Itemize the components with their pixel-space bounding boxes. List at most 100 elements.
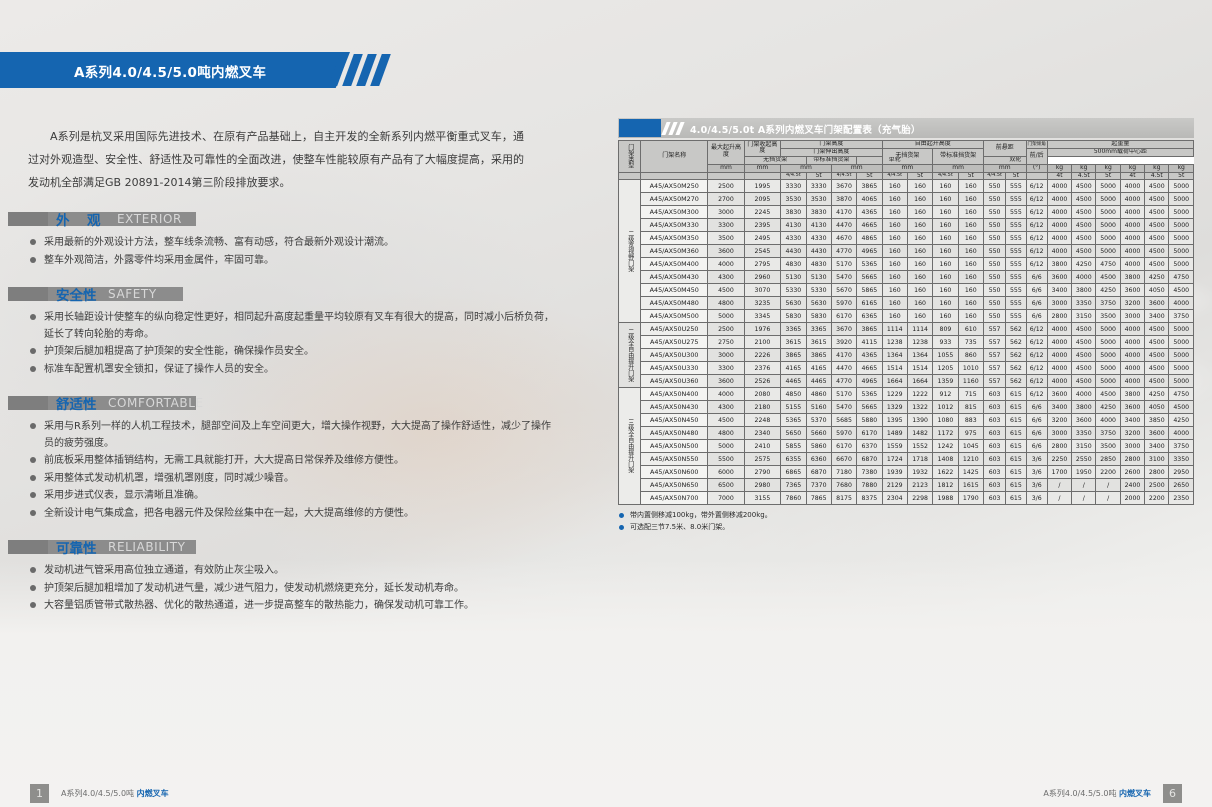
cell-max-lift: 5500 [707, 452, 745, 467]
cell-fl-noguard-445: 160 [881, 192, 908, 207]
footer-text-left-plain: A系列4.0/4.5/5.0吨 [61, 789, 137, 798]
cell-fl-noguard-445: 1114 [881, 322, 908, 337]
cell-front-445: 603 [982, 491, 1007, 506]
cell-mh-noguard-445: 5130 [780, 270, 807, 285]
tonnage-cap-s5: 5t [1095, 171, 1121, 181]
table-row: A45/AX50N500 5000 2410 5855 5860 6170 6370 1559… [619, 439, 1194, 454]
table-row: A45/AX50N650 6500 2980 7365 7370 7680 7880 2129… [619, 478, 1194, 493]
cell-cap-s-45: 4500 [1071, 335, 1097, 350]
list-item-text: 采用整体式发动机机罩，增强机罩刚度，同时减少噪音。 [44, 472, 294, 484]
cell-cap-d-45: 4500 [1144, 179, 1170, 194]
cell-fl-noguard-5: 1664 [906, 374, 934, 389]
cell-front-445: 557 [982, 348, 1007, 363]
th-capacity: 起重量 [1046, 140, 1195, 149]
cell-cap-d-5: 3750 [1168, 439, 1194, 454]
cell-fl-noguard-445: 160 [881, 283, 908, 298]
cell-mh-noguard-445: 7365 [780, 478, 807, 493]
cell-fl-noguard-445: 1559 [881, 439, 908, 454]
cell-fl-noguard-5: 160 [906, 309, 934, 324]
th-front-overhang: 前悬距 [982, 140, 1027, 157]
cell-cap-s-5: 2850 [1095, 452, 1121, 467]
list-item-text: 标准车配置机罩安全锁扣，保证了操作人员的安全。 [44, 363, 274, 375]
cell-cap-d-4: 4000 [1119, 374, 1146, 389]
cell-fl-guard-5: 1160 [957, 374, 984, 389]
cell-max-lift: 4300 [707, 400, 745, 415]
tonnage-mh-g-445: 4/4.5t [830, 171, 858, 181]
cell-mh-guard-445: 6170 [830, 439, 858, 454]
cell-fl-noguard-445: 1395 [881, 413, 908, 428]
cell-mh-noguard-445: 3365 [780, 322, 807, 337]
bullet-dot-icon [30, 474, 36, 481]
cell-mh-guard-5: 4115 [856, 335, 883, 350]
cell-mh-guard-5: 4365 [856, 205, 883, 220]
section-header-exterior: 外 观 EXTERIOR [0, 210, 560, 229]
cell-max-lift: 7000 [707, 491, 745, 506]
cell-cap-s-5: 5000 [1095, 231, 1121, 246]
cell-cap-s-4: 3600 [1046, 387, 1073, 402]
tonnage-cap-d5: 5t [1168, 171, 1194, 181]
cell-front-5: 562 [1005, 374, 1027, 389]
cell-mh-noguard-5: 5830 [805, 309, 832, 324]
cell-front-5: 562 [1005, 322, 1027, 337]
cell-fl-guard-445: 1080 [932, 413, 959, 428]
cell-mh-guard-445: 4470 [830, 361, 858, 376]
cell-cap-d-5: 2950 [1168, 465, 1194, 480]
cell-fl-guard-5: 160 [957, 309, 984, 324]
section-title-cn: 安全性 [56, 288, 97, 305]
cell-cap-s-4: 4000 [1046, 322, 1073, 337]
cell-cap-s-5: 5000 [1095, 335, 1121, 350]
cell-cap-s-4: 4000 [1046, 348, 1073, 363]
cell-fl-guard-445: 160 [932, 205, 959, 220]
th-mast-noguard: 无挡货架 [743, 155, 807, 165]
cell-max-lift: 4800 [707, 426, 745, 441]
cell-front-445: 550 [982, 270, 1007, 285]
bullet-dot-icon [30, 457, 36, 464]
cell-fl-noguard-5: 1364 [906, 348, 934, 363]
cell-fl-noguard-5: 1718 [906, 452, 934, 467]
cell-mh-guard-445: 5970 [830, 426, 858, 441]
cell-fl-guard-5: 160 [957, 257, 984, 272]
cell-cap-d-5: 5000 [1168, 348, 1194, 363]
cell-mh-guard-445: 5470 [830, 270, 858, 285]
cell-tilt: 6/6 [1025, 309, 1048, 324]
cell-tilt: 6/12 [1025, 231, 1048, 246]
cell-max-lift: 4500 [707, 413, 745, 428]
cell-fl-noguard-445: 160 [881, 309, 908, 324]
tonnage-cap-s45: 4.5t [1071, 171, 1097, 181]
cell-front-5: 555 [1005, 283, 1027, 298]
cell-front-5: 555 [1005, 309, 1027, 324]
cell-mh-guard-5: 3865 [856, 322, 883, 337]
cell-mh-noguard-445: 3330 [780, 179, 807, 194]
cell-front-445: 603 [982, 439, 1007, 454]
cell-front-445: 550 [982, 179, 1007, 194]
cell-mh-guard-5: 4065 [856, 192, 883, 207]
cell-cap-s-5: 5000 [1095, 244, 1121, 259]
cell-mh-noguard-445: 4830 [780, 257, 807, 272]
header-bar [0, 52, 330, 88]
cell-name: A45/AX50M270 [640, 192, 709, 207]
cell-front-5: 555 [1005, 205, 1027, 220]
cell-mh-noguard-445: 3865 [780, 348, 807, 363]
cell-cap-s-4: 4000 [1046, 218, 1073, 233]
cell-front-5: 615 [1005, 478, 1027, 493]
cell-closed-h: 2095 [743, 192, 782, 207]
bullet-dot-icon [30, 492, 36, 499]
cell-cap-s-45: 3150 [1071, 439, 1097, 454]
cell-cap-d-5: 4750 [1168, 387, 1194, 402]
cell-closed-h: 2790 [743, 465, 782, 480]
cell-mh-noguard-5: 5370 [805, 413, 832, 428]
cell-front-445: 557 [982, 361, 1007, 376]
cell-cap-s-45: 4500 [1071, 322, 1097, 337]
cell-mh-guard-445: 8175 [830, 491, 858, 506]
cell-cap-d-5: 4250 [1168, 413, 1194, 428]
cell-cap-s-4: 3400 [1046, 400, 1073, 415]
cell-mh-noguard-5: 3830 [805, 205, 832, 220]
table-row: A45/AX50U275 2750 2100 3615 3615 3920 4115 1238… [619, 335, 1194, 350]
spec-table-panel: 4.0/4.5/5.0t A系列内燃叉车门架配置表（充气胎） 门架类型 门架名称… [617, 118, 1195, 534]
cell-max-lift: 4000 [707, 387, 745, 402]
cell-name: A45/AX50N650 [640, 478, 709, 493]
unit-closed-height: mm [743, 163, 782, 173]
list-item-text: 前底板采用整体插销结构，无需工具就能打开，大大提高日常保养及维修方便性。 [44, 455, 404, 467]
cell-fl-guard-5: 160 [957, 218, 984, 233]
cell-mh-noguard-445: 4330 [780, 231, 807, 246]
